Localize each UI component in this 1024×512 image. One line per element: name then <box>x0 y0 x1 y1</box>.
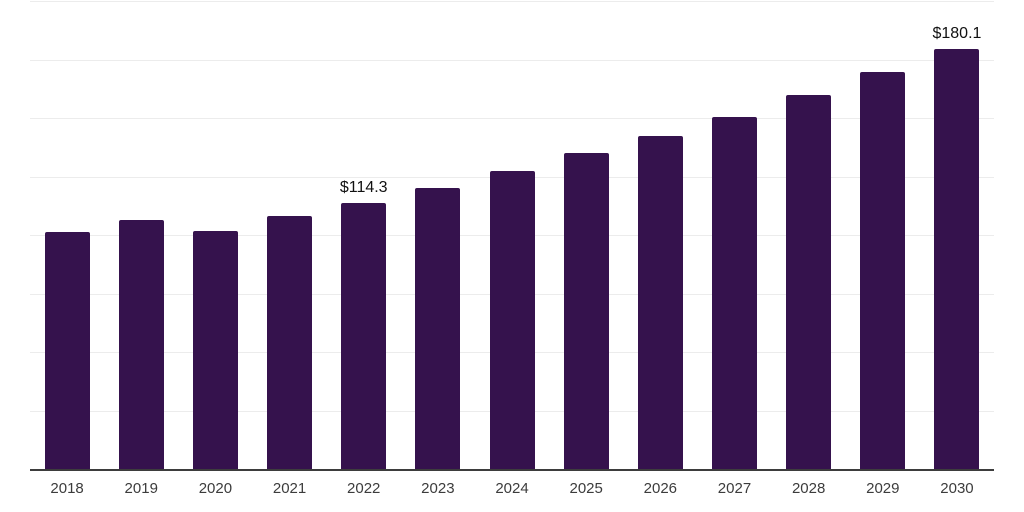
bar-slot-2029 <box>846 2 920 470</box>
bar-2025[interactable] <box>563 153 609 470</box>
x-axis-tick-label-2020: 2020 <box>198 480 233 497</box>
bar-2027[interactable] <box>711 116 757 470</box>
bar-2026[interactable] <box>637 136 683 470</box>
bar-2030[interactable] <box>934 48 980 470</box>
bar-slot-2027 <box>697 2 771 470</box>
bar-2022[interactable] <box>341 202 387 470</box>
x-axis-tick-label-2026: 2026 <box>643 480 678 497</box>
x-axis-line <box>30 469 994 471</box>
bar-slot-2023 <box>401 2 475 470</box>
bar-2028[interactable] <box>786 94 832 470</box>
gridline <box>30 118 994 119</box>
bar-value-label-2030: $180.1 <box>932 24 982 42</box>
x-axis-tick-label-2021: 2021 <box>272 480 307 497</box>
x-axis-tick-label-2019: 2019 <box>124 480 158 497</box>
bar-slot-2018 <box>30 2 104 470</box>
bar-slot-2030: $180.1 <box>920 2 994 470</box>
bar-slot-2026 <box>623 2 697 470</box>
bar-2023[interactable] <box>415 187 461 470</box>
x-axis-tick-label-2029: 2029 <box>866 480 900 497</box>
bar-value-label-2022: $114.3 <box>339 178 388 196</box>
bar-slot-2021 <box>252 2 326 470</box>
bar-2021[interactable] <box>267 216 313 470</box>
bar-slot-2020 <box>178 2 252 470</box>
x-axis-tick-label-2018: 2018 <box>50 480 84 497</box>
x-axis-tick-label-2027: 2027 <box>717 480 752 497</box>
gridline <box>30 1 994 2</box>
bar-slot-2019 <box>104 2 178 470</box>
x-axis-tick-labels: 2018 2019 2020 2021 2022 2023 2024 2025 2026 2027… <box>30 480 994 497</box>
bar-series: $114.3 $180.1 <box>30 2 994 470</box>
x-axis-tick-label-2025: 2025 <box>569 480 603 497</box>
bar-2020[interactable] <box>192 230 238 470</box>
bar-slot-2024 <box>475 2 549 470</box>
bar-2024[interactable] <box>489 170 535 470</box>
gridline <box>30 59 994 61</box>
bar-slot-2022: $114.3 <box>327 2 401 470</box>
x-axis-tick-label-2028: 2028 <box>791 480 826 497</box>
x-axis-tick-label-2022: 2022 <box>347 480 381 497</box>
bar-2029[interactable] <box>860 72 906 470</box>
bar-slot-2025 <box>549 2 623 470</box>
x-axis-tick-label-2030: 2030 <box>940 480 974 497</box>
bar-2018[interactable] <box>44 231 90 470</box>
x-axis-tick-label-2024: 2024 <box>495 480 529 497</box>
bar-slot-2028 <box>772 2 846 470</box>
bar-2019[interactable] <box>118 219 164 470</box>
x-axis-tick-label-2023: 2023 <box>421 480 455 497</box>
plot-area: $114.3 $180.1 <box>30 1 994 471</box>
